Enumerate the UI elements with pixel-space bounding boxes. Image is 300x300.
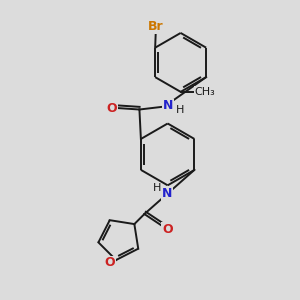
Text: N: N (163, 100, 173, 112)
Text: N: N (162, 187, 172, 200)
Text: O: O (162, 223, 173, 236)
Text: Br: Br (148, 20, 164, 33)
Text: O: O (107, 101, 117, 115)
Text: CH₃: CH₃ (194, 87, 215, 97)
Text: H: H (176, 105, 184, 115)
Text: H: H (153, 183, 161, 194)
Text: O: O (104, 256, 115, 269)
